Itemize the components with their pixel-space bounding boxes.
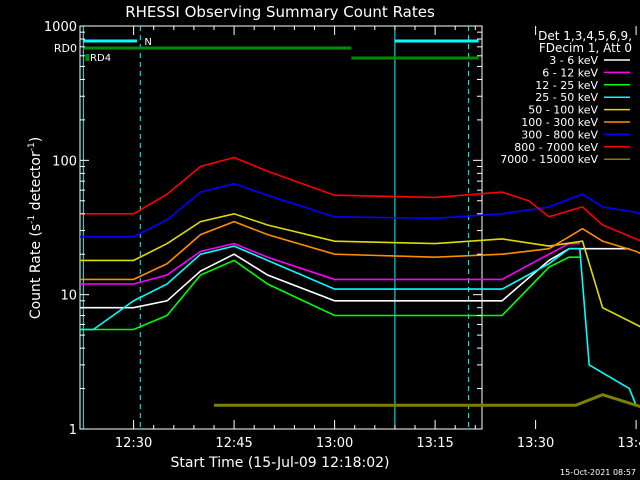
flag-rd0-label: RD0 <box>54 42 77 55</box>
x-tick-label: 13:15 <box>416 436 453 451</box>
y-axis-label-sup1: -1 <box>27 215 37 224</box>
legend-label: 25 - 50 keV <box>535 91 598 104</box>
series-line <box>80 220 640 281</box>
y-axis-label-sup2: -1 <box>27 142 37 151</box>
plot-axes <box>79 25 483 430</box>
y-axis-ticks: 1 10 100 1000 <box>44 20 482 438</box>
flag-bars: N RD0 RD4 <box>54 37 479 64</box>
chart-title: RHESSI Observing Summary Count Rates <box>125 3 435 21</box>
series-line <box>80 256 580 331</box>
plot-frame <box>79 25 483 430</box>
series-group <box>80 156 640 408</box>
flag-n-label: N <box>144 37 151 48</box>
series-line <box>80 247 630 309</box>
series-line <box>80 156 640 242</box>
legend-header-line-1: Det 1,3,4,5,6,9, <box>538 29 632 43</box>
generation-timestamp: 15-Oct-2021 08:57 <box>560 468 636 477</box>
y-axis-label: Count Rate (s-1 detector-1) <box>27 137 44 319</box>
x-tick-label: 12:45 <box>215 436 252 451</box>
y-tick-label: 1 <box>69 423 77 438</box>
x-axis-ticks: 12:30 12:45 13:00 13:15 13:30 13:45 <box>115 26 640 451</box>
y-tick-label: 1000 <box>44 20 77 35</box>
legend-header-line-2: FDecim 1, Att 0 <box>539 41 632 55</box>
series-line <box>80 212 640 328</box>
y-axis-label-main: Count Rate (s <box>28 224 44 319</box>
legend-label: 3 - 6 keV <box>549 54 598 67</box>
x-tick-label: 13:45 <box>617 436 640 451</box>
reference-lines <box>82 26 470 429</box>
flag-rd4-marker <box>85 54 90 61</box>
y-axis-label-end: ) <box>28 137 44 142</box>
legend: Det 1,3,4,5,6,9, FDecim 1, Att 0 3 - 6 k… <box>500 29 632 166</box>
legend-label: 7000 - 15000 keV <box>500 153 598 166</box>
y-axis-label-mid: detector <box>28 151 44 215</box>
legend-label: 100 - 300 keV <box>521 116 598 129</box>
legend-label: 300 - 800 keV <box>521 128 598 141</box>
x-axis-label: Start Time (15-Jul-09 12:18:02) <box>170 455 389 471</box>
legend-label: 12 - 25 keV <box>535 79 598 92</box>
x-tick-label: 13:00 <box>316 436 353 451</box>
flag-rd4-label: RD4 <box>90 53 111 64</box>
legend-label: 800 - 7000 keV <box>514 141 598 154</box>
x-tick-label: 13:30 <box>517 436 554 451</box>
series-line <box>80 242 580 285</box>
series-line <box>80 245 637 406</box>
series-line <box>214 393 640 408</box>
legend-label: 6 - 12 keV <box>542 66 598 79</box>
x-tick-label: 12:30 <box>115 436 152 451</box>
y-tick-label: 10 <box>60 289 77 304</box>
series-line <box>80 182 640 238</box>
y-tick-label: 100 <box>52 154 77 169</box>
legend-label: 50 - 100 keV <box>528 104 598 117</box>
